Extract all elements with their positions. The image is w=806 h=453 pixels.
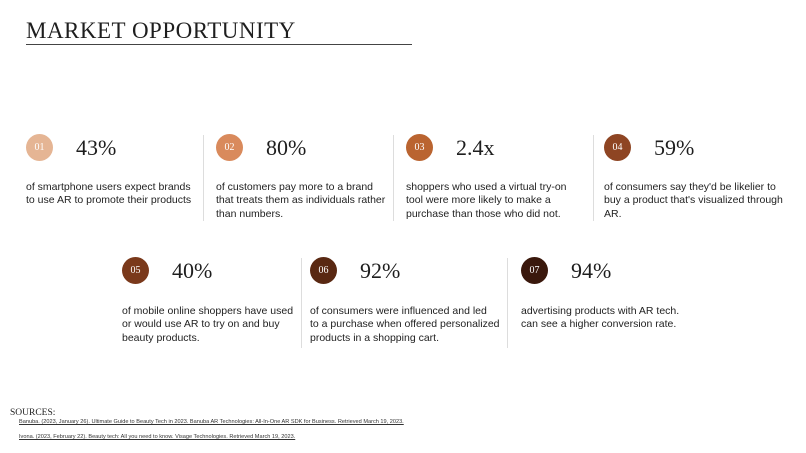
divider xyxy=(393,135,394,221)
index-badge: 02 xyxy=(216,134,243,161)
stat-description: purchase than those who did not. xyxy=(406,207,561,220)
source-item: Banuba. (2023, January 26). Ultimate Gui… xyxy=(19,419,404,425)
index-badge: 07 xyxy=(521,257,548,284)
stat-description: can see a higher conversion rate. xyxy=(521,318,677,331)
stat-description: of consumers say they'd be likelier to xyxy=(604,181,776,193)
sources-heading: SOURCES: xyxy=(10,408,56,418)
source-item: Ivona. (2023, February 22). Beauty tech:… xyxy=(19,434,296,440)
stat-description: buy a product that's visualized through xyxy=(604,194,783,207)
stat-description: that treats them as individuals rather xyxy=(216,194,386,207)
stat-figure: 59% xyxy=(654,135,695,160)
stat-figure: 40% xyxy=(172,258,213,283)
stat-description: than numbers. xyxy=(216,207,284,220)
stat-description: to a purchase when offered personalized xyxy=(310,318,500,331)
stat-description: tool were more likely to make a xyxy=(406,194,551,207)
stat-description: to use AR to promote their products xyxy=(26,194,192,207)
stat-description: of consumers were influenced and led xyxy=(310,305,487,317)
index-badge: 04 xyxy=(604,134,631,161)
stat-figure: 2.4x xyxy=(456,135,495,160)
stat-description: or would use AR to try on and buy xyxy=(122,318,280,331)
stat-figure: 80% xyxy=(266,135,307,160)
divider xyxy=(301,258,302,348)
index-badge: 03 xyxy=(406,134,433,161)
divider xyxy=(507,258,508,348)
stat-description: beauty products. xyxy=(122,331,200,344)
title: MARKET OPPORTUNITY xyxy=(26,18,296,43)
divider xyxy=(203,135,204,221)
index-badge: 06 xyxy=(310,257,337,284)
stat-figure: 94% xyxy=(571,258,612,283)
stat-figure: 92% xyxy=(360,258,401,283)
stat-description: of mobile online shoppers have used xyxy=(122,305,294,317)
title-rule xyxy=(26,44,412,45)
index-badge: 05 xyxy=(122,257,149,284)
stat-description: AR. xyxy=(604,207,622,220)
stat-description: shoppers who used a virtual try-on xyxy=(406,181,567,193)
divider xyxy=(593,135,594,221)
stat-description: advertising products with AR tech. xyxy=(521,305,680,317)
stat-description: products in a shopping cart. xyxy=(310,331,439,344)
stat-description: of customers pay more to a brand xyxy=(216,181,373,193)
stat-description: of smartphone users expect brands xyxy=(26,181,191,193)
index-badge: 01 xyxy=(26,134,53,161)
stat-figure: 43% xyxy=(76,135,117,160)
